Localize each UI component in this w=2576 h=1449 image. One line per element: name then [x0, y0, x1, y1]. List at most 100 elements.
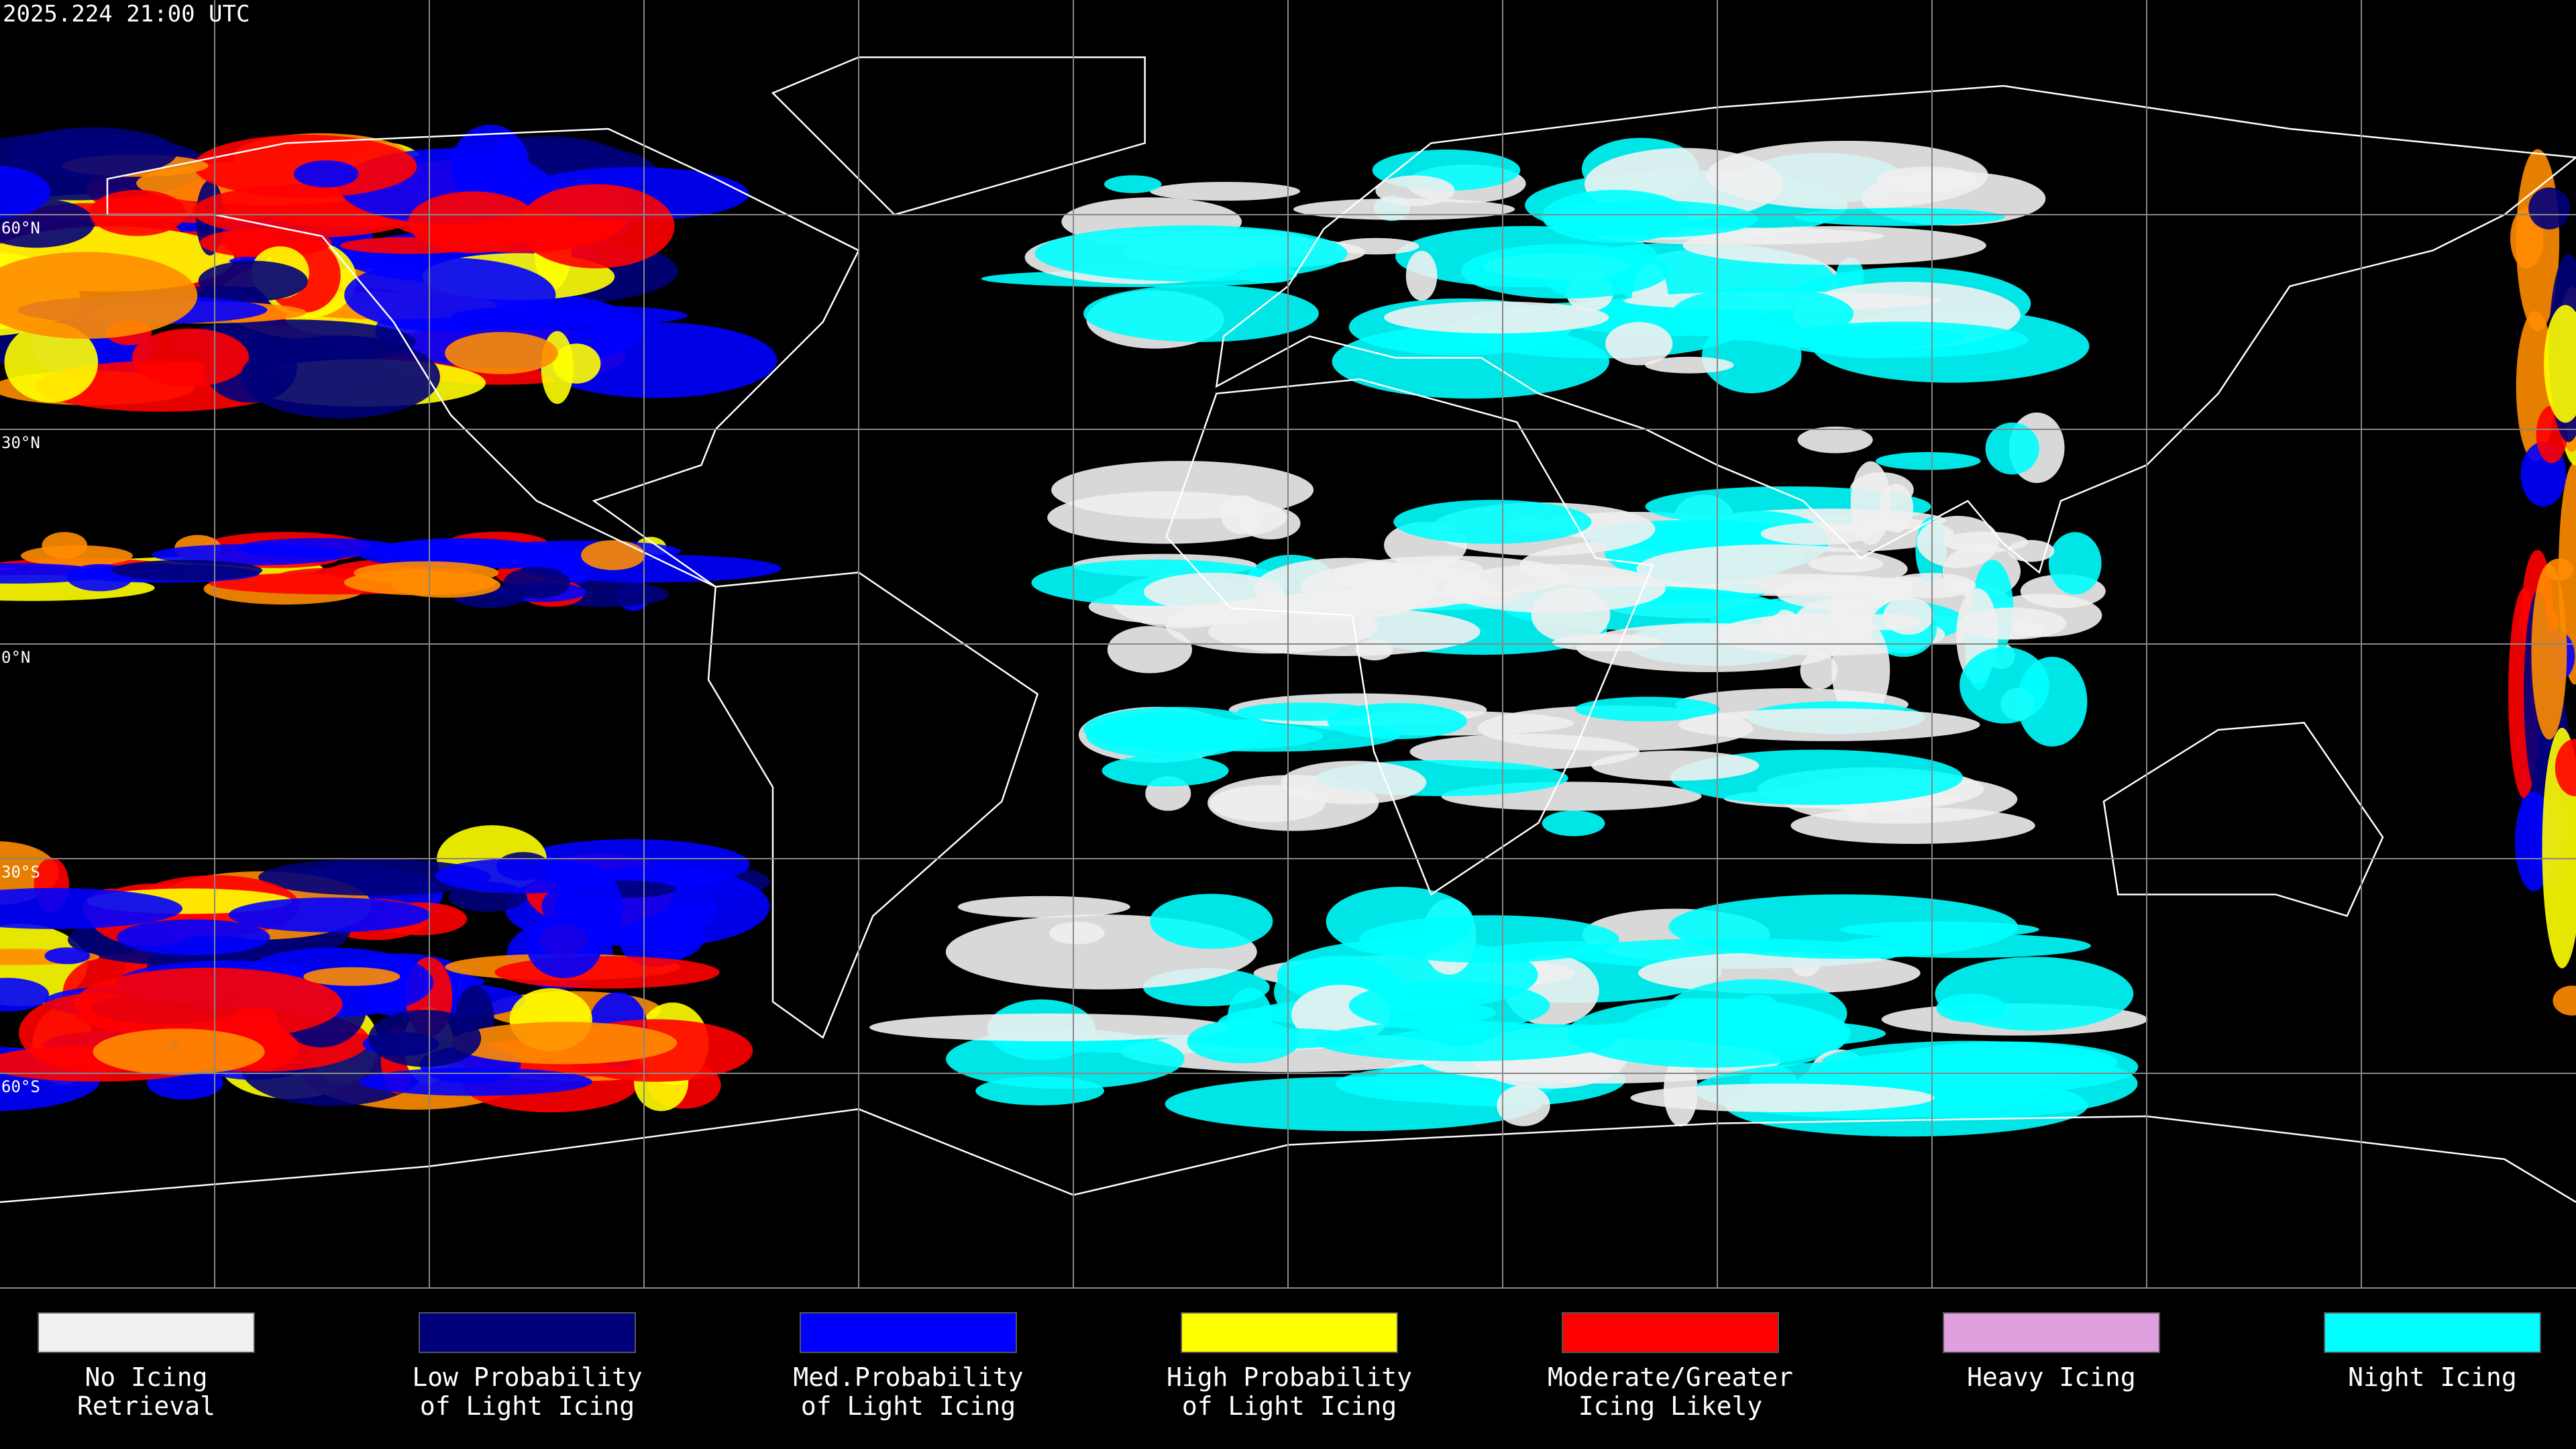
legend-swatch — [1562, 1312, 1779, 1353]
cloud-blob — [0, 252, 198, 339]
cloud-blob — [526, 913, 602, 979]
legend-swatch — [38, 1312, 255, 1353]
cloud-blob — [1104, 175, 1162, 193]
cloud-blob — [1542, 810, 1605, 837]
cloud-blob — [1315, 1021, 1615, 1061]
cloud-blob — [1220, 495, 1263, 535]
cloud-blob — [1958, 607, 2067, 640]
cloud-blob — [1085, 712, 1256, 759]
cloud-blob — [1083, 284, 1319, 342]
cloud-blob — [1760, 523, 1874, 545]
cloud-blob — [1348, 980, 1550, 1031]
legend-label: Retrieval — [77, 1391, 215, 1421]
cloud-blob — [1960, 647, 2049, 724]
cloud-blob — [1542, 189, 1690, 243]
cloud-blob — [2553, 985, 2576, 1016]
cloud-blob — [1776, 321, 2029, 358]
cloud-blob — [1576, 623, 1842, 672]
cloud-blob — [1102, 755, 1229, 787]
cloud-blob — [1405, 250, 1438, 301]
cloud-blob — [1150, 182, 1300, 201]
cloud-blob — [1187, 1019, 1300, 1064]
coastline — [771, 56, 1146, 216]
cloud-blob — [1808, 555, 1884, 573]
cloud-blob — [0, 563, 108, 584]
cloud-blob — [1836, 257, 1864, 294]
latitude-label: 60°N — [1, 219, 40, 237]
cloud-blob — [1327, 702, 1467, 739]
coastline — [106, 127, 860, 588]
legend-label: of Light Icing — [420, 1391, 635, 1421]
legend-label: No Icing — [85, 1362, 207, 1392]
cloud-blob — [354, 561, 499, 585]
cloud-blob — [1645, 356, 1734, 374]
cloud-blob — [368, 1010, 482, 1067]
cloud-blob — [117, 919, 270, 956]
latitude-label: 30°N — [1, 433, 40, 452]
cloud-blob — [435, 858, 611, 894]
timestamp: 2025.224 21:00 UTC — [3, 1, 250, 28]
legend-label: Med.Probability — [793, 1362, 1023, 1392]
legend-swatch — [1943, 1312, 2160, 1353]
cloud-blob — [445, 331, 558, 374]
cloud-blob — [0, 977, 50, 1012]
cloud-blob — [1034, 225, 1348, 282]
cloud-blob — [1797, 426, 1873, 453]
legend-label: Moderate/Greater — [1548, 1362, 1793, 1392]
cloud-blob — [957, 896, 1130, 918]
cloud-blob — [1664, 979, 1847, 1049]
cloud-blob — [408, 191, 539, 254]
cloud-blob — [1850, 461, 1891, 545]
cloud-blob — [2531, 564, 2567, 740]
cloud-blob — [228, 897, 431, 932]
cloud-blob — [1591, 750, 1760, 781]
cloud-blob — [44, 947, 91, 965]
latitude-labels: 60°N 30°N 0°N 30°S 60°S — [1, 219, 40, 1096]
cloud-blob — [1671, 286, 1854, 341]
cloud-blob — [1878, 1041, 2139, 1093]
cloud-blob — [2555, 739, 2576, 796]
cloud-blob — [74, 967, 343, 1041]
cloud-blob — [344, 258, 556, 333]
cloud-blob — [553, 343, 601, 384]
cloud-blob — [1678, 708, 1980, 741]
cloud-blob — [1143, 572, 1285, 611]
cloud-blob — [1605, 322, 1673, 366]
cloud-blob — [581, 540, 645, 570]
cloud-blob — [1165, 1077, 1542, 1132]
cloud-blob — [303, 967, 400, 986]
cloud-blob — [480, 551, 533, 569]
cloud-blob — [237, 538, 401, 558]
cloud-blob — [869, 1013, 1230, 1042]
cloud-blob — [1375, 175, 1455, 206]
cloud-blob — [451, 1022, 678, 1065]
legend-swatch — [419, 1312, 636, 1353]
cloud-blob — [1461, 244, 1670, 299]
cloud-blob — [1384, 301, 1609, 334]
cloud-blob — [1332, 237, 1419, 255]
cloud-blob — [1794, 207, 2005, 226]
cloud-blob — [1393, 500, 1592, 544]
cloud-blob — [2544, 305, 2576, 423]
legend-swatch — [2324, 1312, 2541, 1353]
cloud-blob — [89, 190, 186, 236]
cloud-blob — [1985, 422, 2039, 475]
cloud-blob — [2528, 187, 2571, 229]
cloud-blob — [1326, 887, 1474, 957]
coastline — [707, 572, 1039, 1039]
cloud-blob — [494, 956, 720, 989]
cloud-blob — [503, 567, 571, 599]
cloud-blob — [1917, 516, 2000, 568]
cloud-blob — [619, 916, 692, 967]
latitude-label: 60°S — [1, 1077, 40, 1096]
cloud-blob — [1630, 1083, 1935, 1112]
legend-label: High Probability — [1167, 1362, 1412, 1392]
legend-label: Night Icing — [2348, 1362, 2517, 1392]
cloud-blob — [1281, 761, 1427, 804]
cloud-blob — [21, 545, 133, 567]
cloud-layer — [0, 124, 2576, 1137]
cloud-blob — [2048, 532, 2102, 595]
cloud-blob — [518, 184, 675, 269]
